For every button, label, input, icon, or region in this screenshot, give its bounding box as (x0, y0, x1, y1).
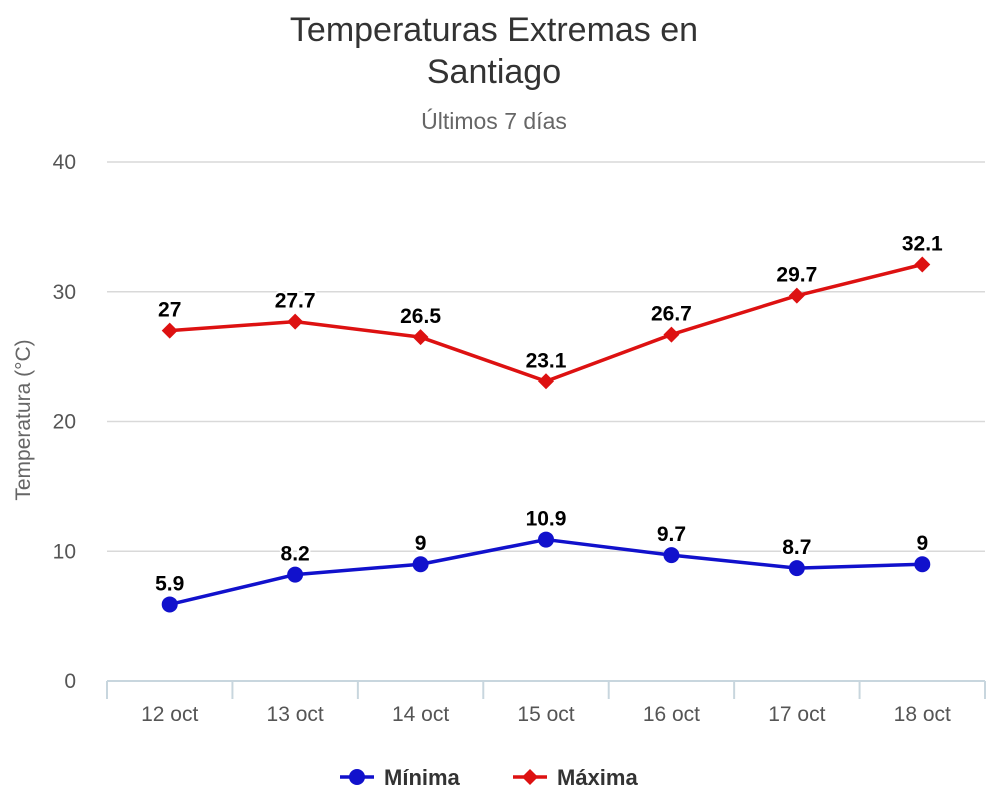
data-point (287, 313, 304, 330)
chart-title-line-2: Santiago (427, 53, 561, 91)
y-tick-label: 10 (53, 540, 76, 563)
x-tick-label: 14 oct (392, 703, 449, 726)
x-axis: 12 oct 13 oct 14 oct 15 oct 16 oct 17 oct 18 o… (106, 680, 986, 726)
data-label: 27 (158, 299, 181, 322)
data-point (663, 547, 680, 564)
legend-marker (349, 769, 365, 785)
data-label: 23.1 (526, 349, 567, 372)
x-tick-label: 13 oct (267, 703, 324, 726)
data-point (788, 287, 805, 304)
data-point (412, 556, 429, 573)
x-tick-label: 15 oct (517, 703, 574, 726)
legend-label: Máxima (557, 765, 638, 790)
x-tick-label: 16 oct (643, 703, 700, 726)
series-layer (161, 256, 931, 613)
legend-label: Mínima (384, 765, 461, 790)
data-label: 8.7 (782, 536, 811, 559)
x-tick-label: 18 oct (894, 703, 951, 726)
data-label: 10.9 (526, 508, 567, 531)
data-label: 9 (916, 532, 928, 555)
data-point (538, 373, 554, 390)
x-tick-label: 17 oct (768, 703, 825, 726)
data-point (788, 560, 805, 577)
data-label: 29.7 (776, 264, 817, 287)
x-tick-label: 12 oct (141, 703, 198, 726)
y-axis-label: Temperatura (°C) (12, 339, 35, 500)
legend-item-0[interactable]: Mínima (340, 765, 461, 790)
data-label: 5.9 (155, 572, 184, 595)
data-point (161, 322, 178, 339)
data-label: 8.2 (281, 543, 310, 566)
y-tick-label: 40 (53, 151, 76, 174)
y-tick-label: 0 (64, 670, 76, 693)
data-label: 32.1 (902, 233, 943, 256)
data-point (663, 326, 680, 343)
data-point (412, 329, 429, 346)
chart-subtitle: Últimos 7 días (421, 108, 567, 134)
data-point (287, 566, 304, 583)
data-point (914, 256, 931, 273)
gridlines (107, 161, 985, 552)
legend[interactable]: Mínima Máxima (340, 765, 638, 790)
data-point (914, 556, 931, 573)
y-axis-ticks: 0 10 20 30 40 (53, 151, 76, 693)
chart-title-line-1: Temperaturas Extremas en (290, 11, 698, 49)
y-tick-label: 20 (53, 411, 76, 434)
data-label: 9 (415, 532, 427, 555)
data-label: 9.7 (657, 523, 686, 546)
y-tick-label: 30 (53, 281, 76, 304)
data-point (538, 531, 554, 548)
data-label: 26.7 (651, 303, 692, 326)
data-point (161, 596, 178, 613)
data-label: 26.5 (400, 305, 441, 328)
data-labels: 5.9 8.2 9 10.9 9.7 8.7 9 27 27.7 26.5 23.1 26.7 29.7… (153, 231, 945, 598)
legend-marker (522, 769, 538, 785)
data-label: 27.7 (275, 290, 316, 313)
legend-item-1[interactable]: Máxima (513, 765, 638, 790)
